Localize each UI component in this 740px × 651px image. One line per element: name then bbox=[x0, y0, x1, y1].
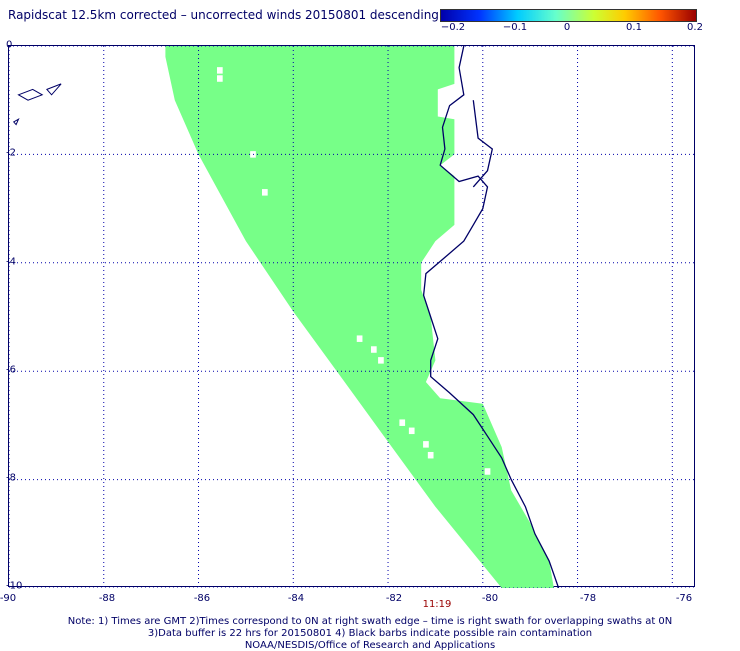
lon-tick-label: -84 bbox=[287, 593, 305, 604]
lon-tick-label: -90 bbox=[0, 593, 17, 604]
lat-tick-label: -6 bbox=[6, 364, 16, 376]
footnote-line-2: 3)Data buffer is 22 hrs for 20150801 4) … bbox=[147, 628, 593, 639]
colorbar-label: 0 bbox=[563, 22, 571, 33]
island-outline bbox=[12, 118, 20, 126]
data-gap-cell bbox=[427, 451, 434, 459]
data-gap-cell bbox=[408, 427, 415, 435]
map-canvas bbox=[9, 46, 696, 588]
lon-tick-label: -76 bbox=[675, 593, 693, 604]
island-outline bbox=[17, 88, 44, 101]
footnote-line-1: Note: 1) Times are GMT 2)Times correspon… bbox=[67, 616, 673, 627]
colorbar-label: 0.2 bbox=[687, 22, 703, 33]
island-outline bbox=[46, 83, 62, 96]
lat-tick-label: -10 bbox=[6, 580, 23, 592]
data-gap-cell bbox=[484, 468, 491, 475]
wind-swath bbox=[165, 46, 554, 588]
lon-tick-label: -78 bbox=[579, 593, 597, 604]
data-gap-cell bbox=[370, 346, 377, 353]
map-title: Rapidscat 12.5km corrected – uncorrected… bbox=[8, 8, 439, 22]
color-scale-bar bbox=[440, 9, 697, 22]
data-gap-cell bbox=[262, 189, 268, 196]
colorbar-label: −0.1 bbox=[502, 22, 528, 33]
lat-tick-label: -2 bbox=[6, 147, 16, 159]
swath-time-label: 11:19 bbox=[422, 599, 452, 610]
lat-tick-label: -8 bbox=[6, 472, 16, 484]
lon-tick-label: -88 bbox=[98, 593, 116, 604]
lon-tick-label: -82 bbox=[385, 593, 403, 604]
data-gap-cell bbox=[216, 75, 223, 82]
credit-line: NOAA/NESDIS/Office of Research and Appli… bbox=[244, 640, 496, 651]
data-gap-cell bbox=[356, 335, 363, 342]
data-gap-cell bbox=[399, 419, 406, 426]
colorbar-label: 0.1 bbox=[626, 22, 642, 33]
lon-tick-label: -86 bbox=[193, 593, 211, 604]
data-gap-cell bbox=[378, 357, 384, 364]
lon-tick-label: -80 bbox=[481, 593, 499, 604]
data-gap-cell bbox=[423, 441, 429, 448]
lat-tick-label: -4 bbox=[6, 256, 16, 268]
map-panel bbox=[8, 45, 696, 588]
data-gap-cell bbox=[216, 67, 223, 74]
gulf-coastline bbox=[472, 100, 494, 188]
colorbar-label: −0.2 bbox=[440, 22, 466, 33]
lat-tick-label: 0 bbox=[6, 39, 13, 51]
coastline bbox=[422, 46, 560, 588]
